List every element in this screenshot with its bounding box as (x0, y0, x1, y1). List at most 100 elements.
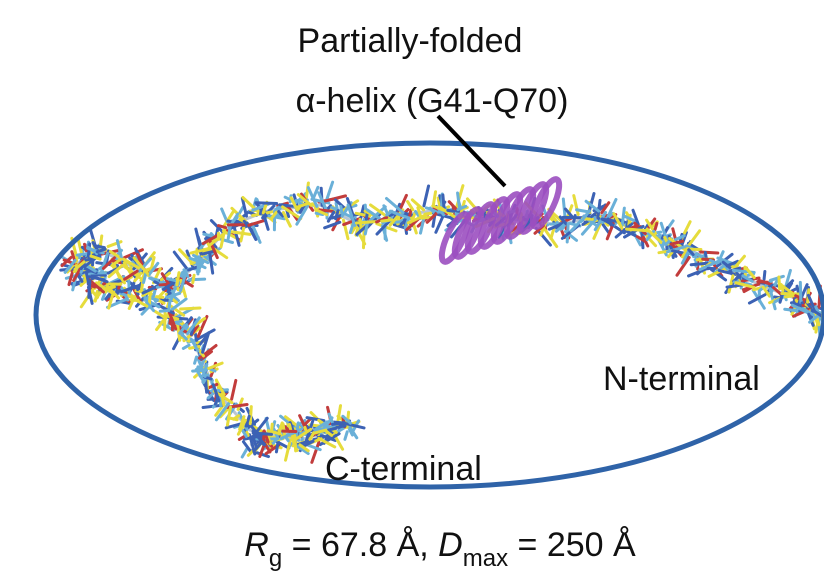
residue-stick (422, 184, 431, 208)
residue-stick (211, 383, 221, 403)
residue-stick (145, 300, 156, 313)
residue-stick (335, 424, 347, 429)
residue-stick (209, 219, 225, 234)
helix-turn (529, 176, 563, 230)
helix-range: α-helix (G41-Q70) (296, 82, 569, 120)
residue-stick (323, 220, 342, 230)
residue-stick (241, 440, 252, 453)
residue-stick (274, 432, 281, 454)
residue-stick (757, 278, 771, 286)
residue-stick (215, 379, 226, 396)
residue-stick (216, 224, 228, 230)
c-terminal-label: C-terminal (325, 450, 482, 488)
residue-stick (318, 432, 341, 447)
residue-stick (369, 203, 388, 218)
residue-stick (385, 196, 405, 215)
residue-stick (403, 218, 410, 230)
residue-stick (161, 281, 176, 291)
residue-stick (189, 337, 200, 353)
residue-stick (587, 192, 596, 214)
residue-stick (147, 261, 160, 276)
leader-line (436, 114, 507, 188)
residue-stick (83, 242, 88, 253)
residue-stick (194, 367, 206, 383)
residue-stick (313, 420, 329, 432)
residue-stick (289, 196, 299, 212)
residue-stick (172, 250, 189, 271)
residue-stick (699, 250, 720, 255)
residue-stick (72, 267, 82, 282)
residue-stick (631, 208, 640, 226)
residue-stick (181, 343, 191, 350)
residue-stick (734, 281, 756, 289)
protein-structure (59, 176, 824, 464)
residue-stick (170, 297, 188, 311)
residue-stick (196, 314, 209, 338)
residue-stick (126, 293, 149, 308)
residue-stick (393, 211, 414, 221)
residue-stick (281, 210, 292, 228)
residue-stick (214, 400, 232, 422)
residue-stick (365, 208, 381, 220)
residue-stick (296, 201, 310, 209)
residue-stick (549, 226, 556, 241)
residue-stick (687, 248, 695, 256)
helix-turn (477, 196, 511, 250)
residue-stick (186, 316, 201, 335)
residue-stick (310, 440, 321, 464)
residue-stick (600, 201, 611, 215)
dmax-subscript: max (463, 545, 508, 572)
residue-stick (783, 281, 794, 295)
dmax-symbol: D (438, 526, 463, 564)
residue-stick (196, 355, 207, 378)
residue-stick (123, 269, 139, 281)
residue-stick (155, 295, 165, 299)
residue-stick (798, 280, 803, 305)
residue-stick (345, 197, 355, 218)
residue-stick (572, 194, 580, 217)
residue-stick (110, 257, 123, 268)
residue-stick (625, 227, 650, 233)
residue-stick (168, 303, 186, 317)
residue-stick (122, 248, 144, 260)
residue-stick (89, 254, 102, 261)
residue-stick (255, 202, 268, 218)
residue-stick (334, 209, 340, 221)
residue-stick (298, 443, 310, 453)
residue-stick (208, 251, 215, 275)
residue-stick (416, 206, 423, 219)
residue-stick (101, 256, 116, 270)
residue-stick (270, 210, 279, 220)
residue-stick (344, 422, 366, 430)
residue-stick (406, 200, 415, 212)
residue-stick (762, 269, 767, 281)
residue-stick (218, 406, 231, 419)
residue-stick (296, 193, 313, 207)
residue-stick (291, 427, 313, 443)
n-terminal-label: N-terminal (603, 360, 760, 398)
residue-stick (806, 293, 817, 313)
residue-stick (593, 210, 608, 232)
residue-stick (191, 273, 196, 285)
residue-stick (238, 415, 246, 431)
residue-stick (192, 253, 210, 265)
residue-stick (240, 210, 251, 219)
residue-stick (547, 221, 565, 231)
residue-stick (305, 416, 326, 423)
residue-stick (334, 198, 347, 210)
residue-stick (284, 438, 292, 462)
residue-stick (199, 350, 213, 361)
residue-stick (380, 218, 393, 223)
residue-stick (119, 283, 143, 294)
residue-stick (744, 265, 756, 280)
residue-stick (780, 292, 804, 296)
caption: Rg = 67.8 Å, Dmax = 250 Å (244, 526, 636, 572)
residue-stick (666, 245, 686, 254)
residue-stick (314, 208, 329, 217)
residue-stick (596, 198, 602, 218)
residue-stick (456, 191, 462, 210)
residue-stick (60, 255, 73, 268)
helix-title: Partially-folded (298, 22, 523, 60)
residue-stick (646, 217, 657, 231)
residue-stick (354, 220, 377, 225)
